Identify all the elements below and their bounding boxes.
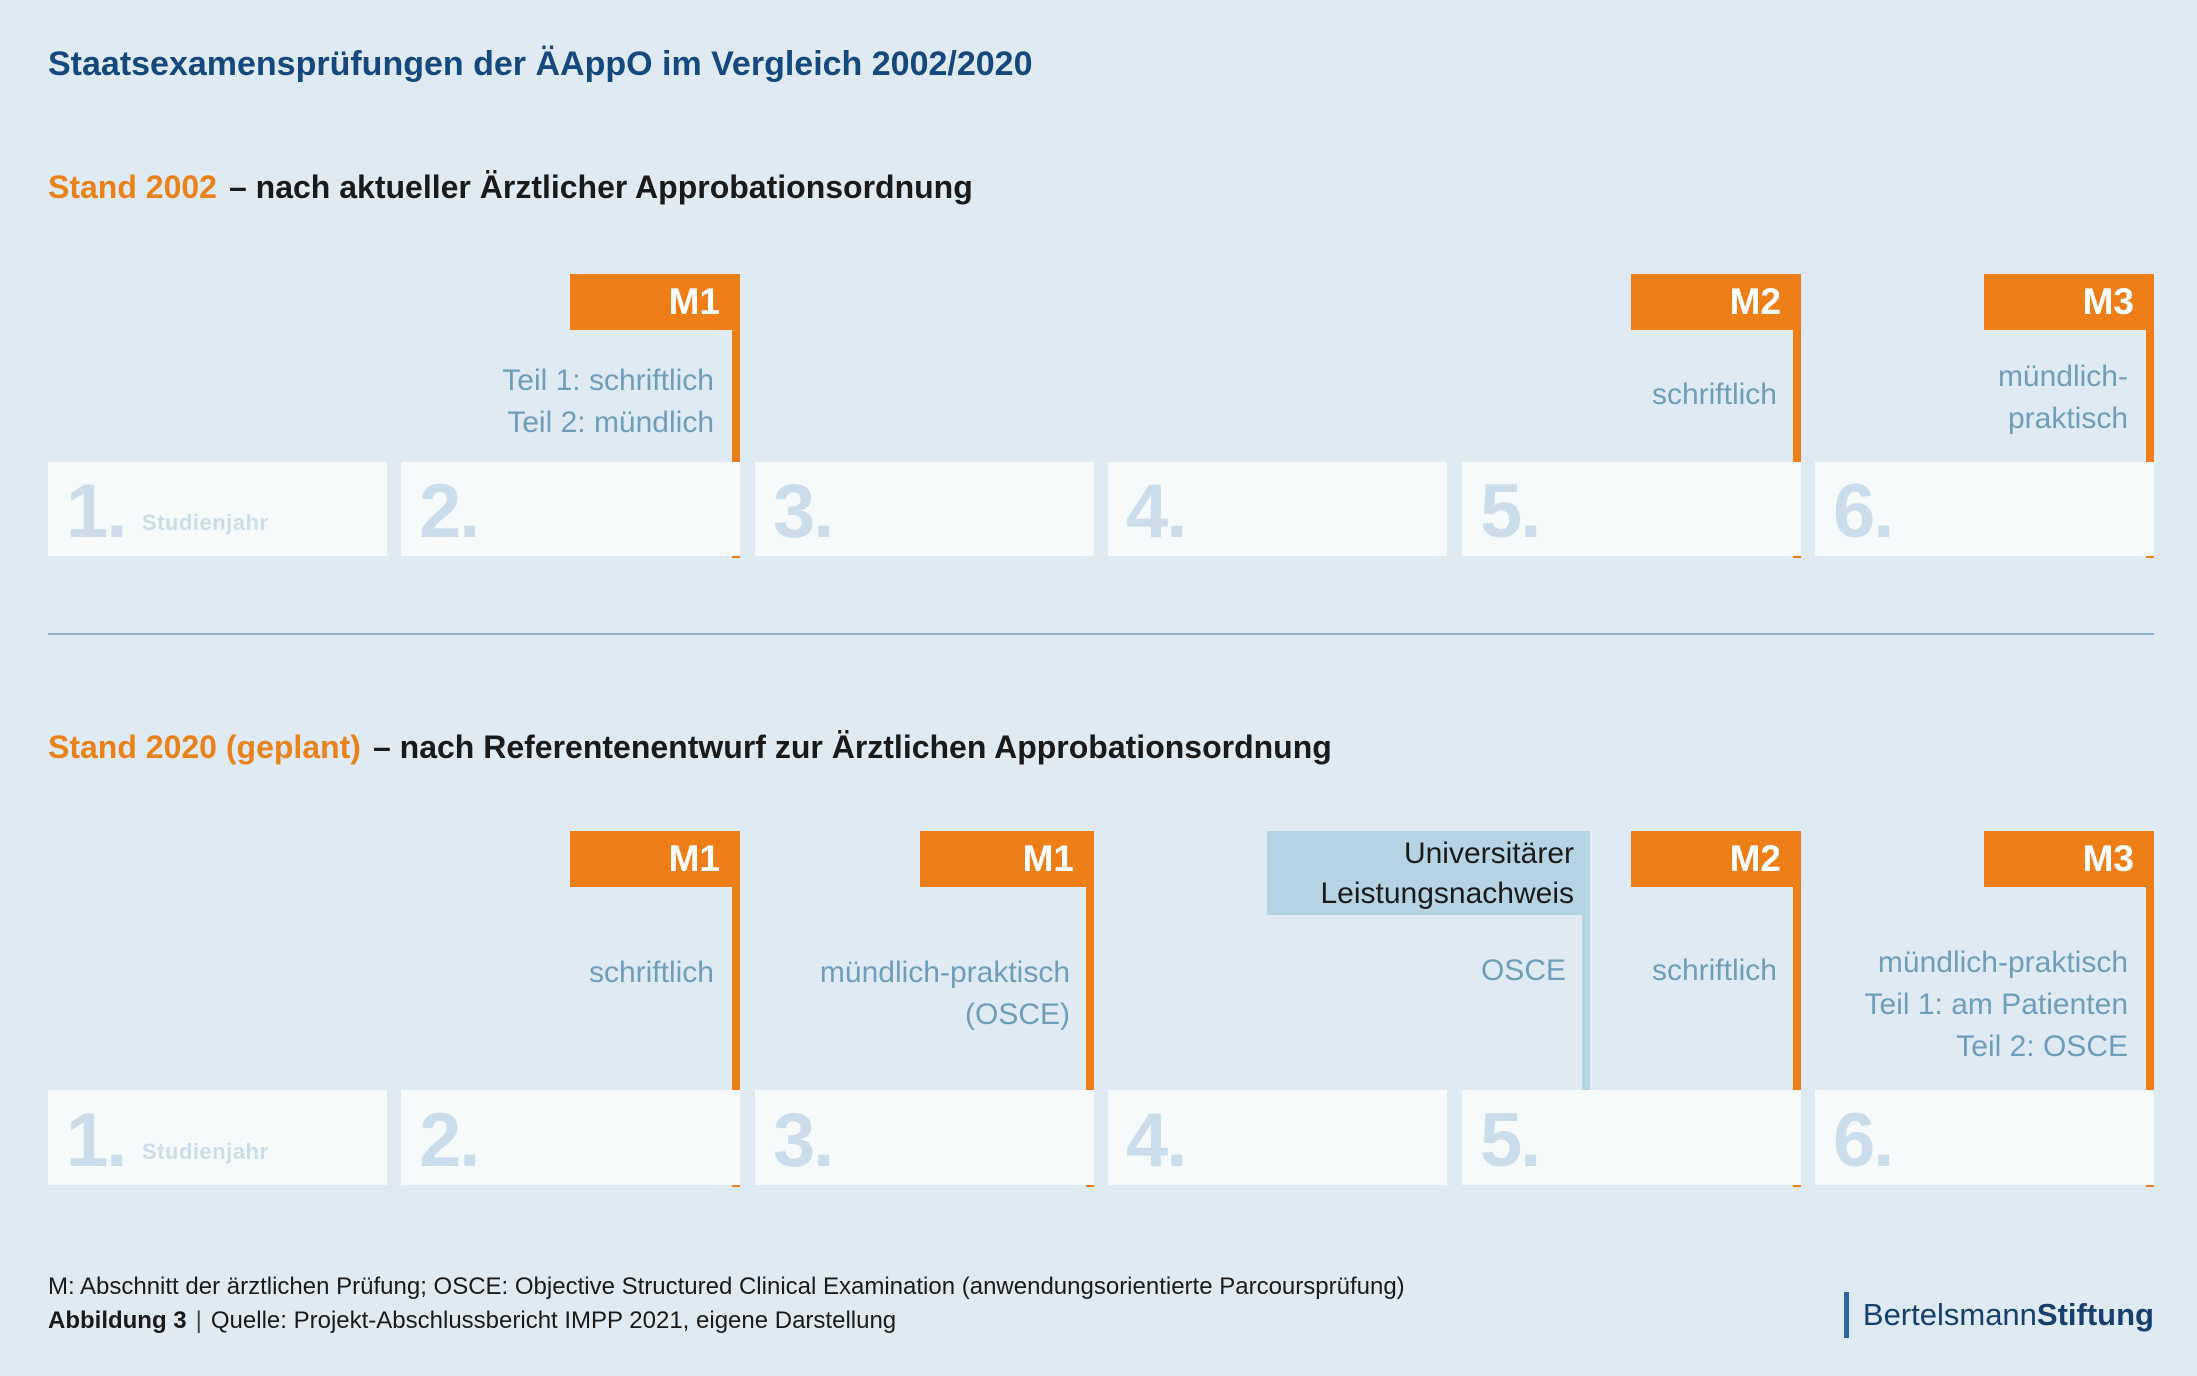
figure-label: Abbildung 3 — [48, 1307, 187, 1334]
year-number: 4. — [1126, 1098, 1187, 1183]
note-line: praktisch — [2007, 402, 2128, 435]
heading-rest-2002: – nach aktueller Ärztlicher Approbations… — [228, 169, 973, 205]
note-line: mündlich- — [1997, 360, 2128, 393]
page-title: Staatsexamensprüfungen der ÄAppO im Verg… — [48, 45, 1033, 83]
year-box-4-2020: 4. — [1108, 1090, 1447, 1185]
year-box-4-2002: 4. — [1108, 462, 1447, 556]
uln-note-2020: OSCE — [1481, 950, 1566, 992]
note-line: schriftlich — [1651, 378, 1777, 411]
note-line: OSCE — [1480, 954, 1566, 987]
m3-marker-2020: M3 — [1984, 831, 2154, 887]
note-line: mündlich-praktisch — [819, 956, 1070, 989]
m1-marker-2002: M1 — [570, 274, 740, 330]
m2-marker-2002: M2 — [1631, 274, 1801, 330]
year-box-3-2002: 3. — [755, 462, 1094, 556]
year-number: 3. — [773, 469, 834, 554]
year-number: 2. — [419, 1098, 480, 1183]
m2-drop-line-2002 — [1793, 330, 1801, 558]
year-box-6-2002: 6. — [1815, 462, 2154, 556]
m3-drop-line-2002 — [2146, 330, 2154, 558]
note-line: Teil 1: schriftlich — [502, 364, 714, 397]
note-line: mündlich-praktisch — [1877, 946, 2128, 979]
m3-marker-2002: M3 — [1984, 274, 2154, 330]
m2-marker-2020: M2 — [1631, 831, 1801, 887]
year-box-5-2002: 5. — [1462, 462, 1801, 556]
year-box-2-2002: 2. — [401, 462, 740, 556]
note-line: Teil 2: mündlich — [507, 406, 714, 439]
year-number: 5. — [1480, 1098, 1541, 1183]
m2-drop-line-2020 — [1793, 887, 1801, 1187]
note-line: (OSCE) — [965, 998, 1070, 1031]
heading-rest-2020: – nach Referentenentwurf zur Ärztlichen … — [372, 729, 1332, 765]
studienjahr-label: Studienjahr — [142, 510, 269, 535]
year-box-3-2020: 3. — [755, 1090, 1094, 1185]
universitaerer-leistungsnachweis-box: Universitärer Leistungsnachweis — [1267, 831, 1590, 915]
year-number: 4. — [1126, 469, 1187, 554]
year-number: 1. — [66, 469, 127, 554]
uln-drop-line-2020 — [1582, 915, 1590, 1090]
legend-text: M: Abschnitt der ärztlichen Prüfung; OSC… — [48, 1273, 1405, 1300]
logo-bar-icon — [1843, 1292, 1849, 1338]
year-number: 2. — [419, 469, 480, 554]
figure-separator: | — [195, 1307, 202, 1334]
note-line: schriftlich — [588, 956, 714, 989]
m1b-marker-2020: M1 — [920, 831, 1094, 887]
uln-line: Leistungsnachweis — [1320, 877, 1575, 910]
m1b-note-2020: mündlich-praktisch (OSCE) — [820, 952, 1070, 1036]
m1b-drop-line-2020 — [1086, 887, 1094, 1187]
heading-highlight-2002: Stand 2002 — [48, 169, 217, 205]
bertelsmann-stiftung-logo: BertelsmannStiftung — [1843, 1292, 2154, 1338]
year-box-2-2020: 2. — [401, 1090, 740, 1185]
m2-note-2020: schriftlich — [1652, 950, 1777, 992]
year-box-5-2020: 5. — [1462, 1090, 1801, 1185]
logo-text: BertelsmannStiftung — [1863, 1297, 2154, 1333]
year-box-1-2002: 1. Studienjahr — [48, 462, 387, 556]
m2-note-2002: schriftlich — [1652, 374, 1777, 416]
uln-line: Universitärer — [1403, 837, 1574, 870]
section-heading-2020: Stand 2020 (geplant) – nach Referentenent… — [48, 727, 1332, 767]
year-number: 1. — [66, 1098, 127, 1183]
year-number: 6. — [1833, 469, 1894, 554]
section-divider — [48, 633, 2154, 635]
m1-note-2002: Teil 1: schriftlich Teil 2: mündlich — [502, 360, 714, 444]
heading-highlight-2020: Stand 2020 (geplant) — [48, 729, 361, 765]
logo-name-bold: Stiftung — [2036, 1297, 2154, 1332]
year-number: 5. — [1480, 469, 1541, 554]
figure-source-row: Abbildung 3 | Quelle: Projekt-Abschlussber… — [48, 1306, 896, 1336]
year-number: 6. — [1833, 1098, 1894, 1183]
note-line: Teil 2: OSCE — [1956, 1030, 2128, 1063]
logo-name-regular: Bertelsmann — [1862, 1297, 2037, 1332]
year-box-6-2020: 6. — [1815, 1090, 2154, 1185]
m3-drop-line-2020 — [2146, 887, 2154, 1187]
m3-note-2002: mündlich- praktisch — [1998, 356, 2128, 440]
year-number: 3. — [773, 1098, 834, 1183]
m3-note-2020: mündlich-praktisch Teil 1: am Patienten … — [1865, 942, 2128, 1068]
section-heading-2002: Stand 2002 – nach aktueller Ärztlicher Ap… — [48, 167, 973, 207]
m1a-drop-line-2020 — [732, 887, 740, 1187]
note-line: schriftlich — [1651, 954, 1777, 987]
studienjahr-label: Studienjahr — [142, 1139, 269, 1164]
source-text: Quelle: Projekt-Abschlussbericht IMPP 20… — [210, 1307, 897, 1334]
m1a-marker-2020: M1 — [570, 831, 740, 887]
m1a-note-2020: schriftlich — [589, 952, 714, 994]
m1-drop-line-2002 — [732, 330, 740, 558]
year-box-1-2020: 1. Studienjahr — [48, 1090, 387, 1185]
note-line: Teil 1: am Patienten — [1864, 988, 2128, 1021]
